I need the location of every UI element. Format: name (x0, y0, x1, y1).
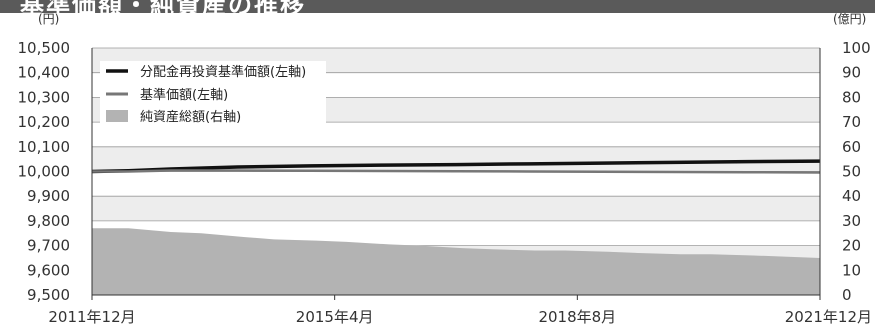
right-tick-label: 50 (842, 163, 861, 181)
left-tick-label: 10,500 (18, 39, 71, 57)
left-tick-label: 9,500 (27, 286, 70, 304)
legend: 分配金再投資基準価額(左軸) 基準価額(左軸) 純資産総額(右軸) (100, 61, 326, 131)
right-tick-label: 100 (842, 39, 871, 57)
right-tick-label: 30 (842, 212, 861, 230)
left-tick-label: 10,400 (18, 64, 71, 82)
right-tick-label: 10 (842, 261, 861, 279)
header-title: 基準価額・純資産の推移 (20, 0, 306, 13)
nav-lines-layer (91, 159, 821, 174)
x-tick-label: 2015年4月 (296, 308, 374, 326)
left-tick-label: 10,200 (18, 113, 71, 131)
right-tick-label: 0 (842, 286, 852, 304)
right-tick-label: 40 (842, 187, 861, 205)
x-tick-label: 2021年12月 (785, 308, 872, 326)
line-series-reinvested-nav (91, 159, 821, 174)
left-tick-label: 10,100 (18, 138, 71, 156)
left-tick-label: 9,600 (27, 261, 70, 279)
grid-band (92, 196, 820, 221)
left-tick-label: 9,900 (27, 187, 70, 205)
legend-background (100, 61, 326, 131)
header-bar: 基準価額・純資産の推移 (0, 0, 875, 13)
right-tick-label: 20 (842, 237, 861, 255)
net-assets-area-layer (92, 228, 820, 295)
right-tick-label: 90 (842, 64, 861, 82)
axes-layer: 10,500 10,400 10,300 10,200 10,100 10,000 9,90… (18, 39, 873, 326)
x-tick-label: 2011年12月 (48, 308, 135, 326)
left-tick-label: 9,700 (27, 237, 70, 255)
right-tick-label: 60 (842, 138, 861, 156)
area-series-net-assets (92, 228, 820, 295)
right-tick-label: 80 (842, 88, 861, 106)
left-tick-label: 10,000 (18, 163, 71, 181)
legend-label-nav: 基準価額(左軸) (140, 87, 228, 103)
left-tick-label: 10,300 (18, 88, 71, 106)
right-axis-unit: (億円) (833, 12, 866, 26)
legend-swatch-net-assets (106, 110, 128, 122)
left-tick-label: 9,800 (27, 212, 70, 230)
right-tick-label: 70 (842, 113, 861, 131)
legend-label-reinvested-nav: 分配金再投資基準価額(左軸) (140, 64, 306, 80)
x-tick-label: 2018年8月 (538, 308, 616, 326)
left-axis-unit: (円) (38, 12, 59, 26)
line-series-nav (92, 169, 821, 174)
legend-label-net-assets: 純資産総額(右軸) (140, 109, 241, 125)
